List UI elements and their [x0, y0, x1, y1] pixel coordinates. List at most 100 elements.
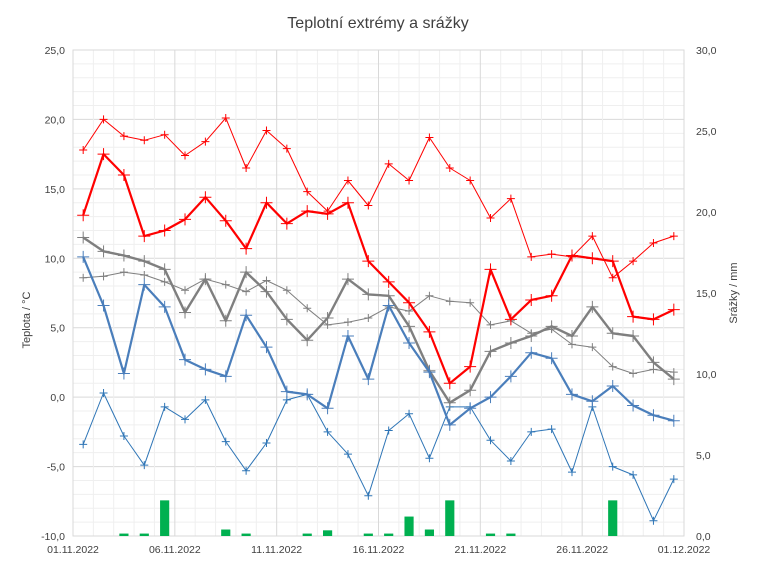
series-max-avg-point [464, 360, 477, 373]
series-max-avg-point [158, 224, 171, 237]
series-min-abs-point [649, 516, 658, 525]
series-min-avg-point [403, 336, 416, 349]
series-min-abs-point [262, 438, 271, 447]
series-avg-normal-point [425, 291, 434, 300]
y-tick-label: 20,0 [45, 114, 66, 126]
series-max-avg-point [97, 148, 110, 161]
series-avg-normal-point [303, 304, 312, 313]
chart-title: Teplotní extrémy a srážky [287, 15, 468, 32]
series-avg-point [97, 245, 110, 258]
series-min-avg-point [321, 402, 334, 415]
series-min-abs-point [181, 415, 190, 424]
series-max-avg-point [382, 275, 395, 288]
series-max-avg-point [403, 296, 416, 309]
precip-bar [119, 533, 129, 536]
series-min-abs-point [119, 432, 128, 441]
series-max-abs-point [282, 144, 291, 153]
y-tick-label: -10,0 [41, 531, 65, 543]
series-max-abs-point [527, 252, 536, 261]
precip-bar [445, 500, 455, 536]
series-max-avg-point [260, 196, 273, 209]
series-avg-point [341, 273, 354, 286]
x-tick-label: 01.12.2022 [658, 544, 711, 556]
series-max-abs-point [364, 201, 373, 210]
series-min-abs-point [629, 470, 638, 479]
series-max-abs-point [608, 273, 617, 282]
y-tick-label: 10,0 [45, 253, 66, 265]
series-max-avg-point [240, 242, 253, 255]
series-avg-normal-point [99, 272, 108, 281]
series-min-avg-point [525, 346, 538, 359]
series-max-avg-point [280, 217, 293, 230]
x-axis-tick-labels: 01.11.2022 06.11.2022 11.11.2022 16.11.2022… [47, 544, 710, 556]
series-avg-normal-point [282, 286, 291, 295]
series-max-avg-point [606, 255, 619, 268]
series-min-avg-point [586, 395, 599, 408]
precip-bar [608, 500, 618, 536]
series-min-avg-point [565, 388, 578, 401]
series-max-avg-point [525, 293, 538, 306]
precip-bar [506, 533, 516, 536]
series-min-avg [82, 256, 675, 426]
series-max-avg-point [484, 263, 497, 276]
series-min-abs [82, 392, 675, 522]
series-avg-normal-point [262, 276, 271, 285]
y2-tick-label: 30,0 [696, 45, 717, 57]
series-avg-point [117, 249, 130, 262]
series-max-abs-point [506, 194, 515, 203]
series-avg-point [464, 384, 477, 397]
series-max-abs-point [303, 187, 312, 196]
series-avg-normal-point [629, 369, 638, 378]
y-tick-label: 0,0 [50, 392, 65, 404]
series-min-abs-point [221, 437, 230, 446]
series-avg-point [199, 273, 212, 286]
series-min-avg-point [606, 380, 619, 393]
series-min-abs-point [160, 402, 169, 411]
series-avg-point [667, 373, 680, 386]
precip-bar [363, 533, 373, 536]
series-avg-normal-point [445, 297, 454, 306]
series-max-abs-point [140, 136, 149, 145]
series-avg-point [484, 345, 497, 358]
series-avg-point [362, 288, 375, 301]
series-avg-point [565, 330, 578, 343]
series-avg-normal-point [242, 287, 251, 296]
series-avg-normal-point [343, 318, 352, 327]
series-avg-normal-point [608, 362, 617, 371]
y2-tick-label: 20,0 [696, 207, 717, 219]
plot-area-border [72, 49, 685, 537]
series-max-abs-point [160, 130, 169, 139]
series-avg-point [158, 263, 171, 276]
series-avg-point [301, 334, 314, 347]
series-min-avg-point [627, 399, 640, 412]
series-min-abs-point [608, 462, 617, 471]
series-avg-point [627, 330, 640, 343]
series-max-abs-point [629, 257, 638, 266]
precip-bar [404, 516, 414, 536]
series-max-abs-point [221, 114, 230, 123]
series-min-abs-point [99, 388, 108, 397]
series-avg-point [179, 306, 192, 319]
y-tick-label: 5,0 [50, 323, 65, 335]
y2-tick-label: 0,0 [696, 531, 711, 543]
precip-bar [485, 533, 496, 536]
y2-tick-label: 25,0 [696, 126, 717, 138]
series-min-abs-point [567, 468, 576, 477]
series-avg-normal-point [588, 343, 597, 352]
series-min-avg-point [647, 409, 660, 422]
series-max-abs-point [405, 176, 414, 185]
series-avg-point [647, 356, 660, 369]
series-max-abs-point [445, 164, 454, 173]
y-tick-label: 25,0 [45, 45, 66, 57]
series-max-avg-point [443, 377, 456, 390]
series-max-avg-point [341, 196, 354, 209]
series-min-avg-point [97, 299, 110, 312]
series-min-avg-point [199, 363, 212, 376]
series-min-abs-point [323, 427, 332, 436]
series-max-avg-point [179, 213, 192, 226]
series-min-avg-point [117, 367, 130, 380]
series-avg-point [403, 320, 416, 333]
y-tick-label: 15,0 [45, 184, 66, 196]
series-max-abs-point [649, 239, 658, 248]
